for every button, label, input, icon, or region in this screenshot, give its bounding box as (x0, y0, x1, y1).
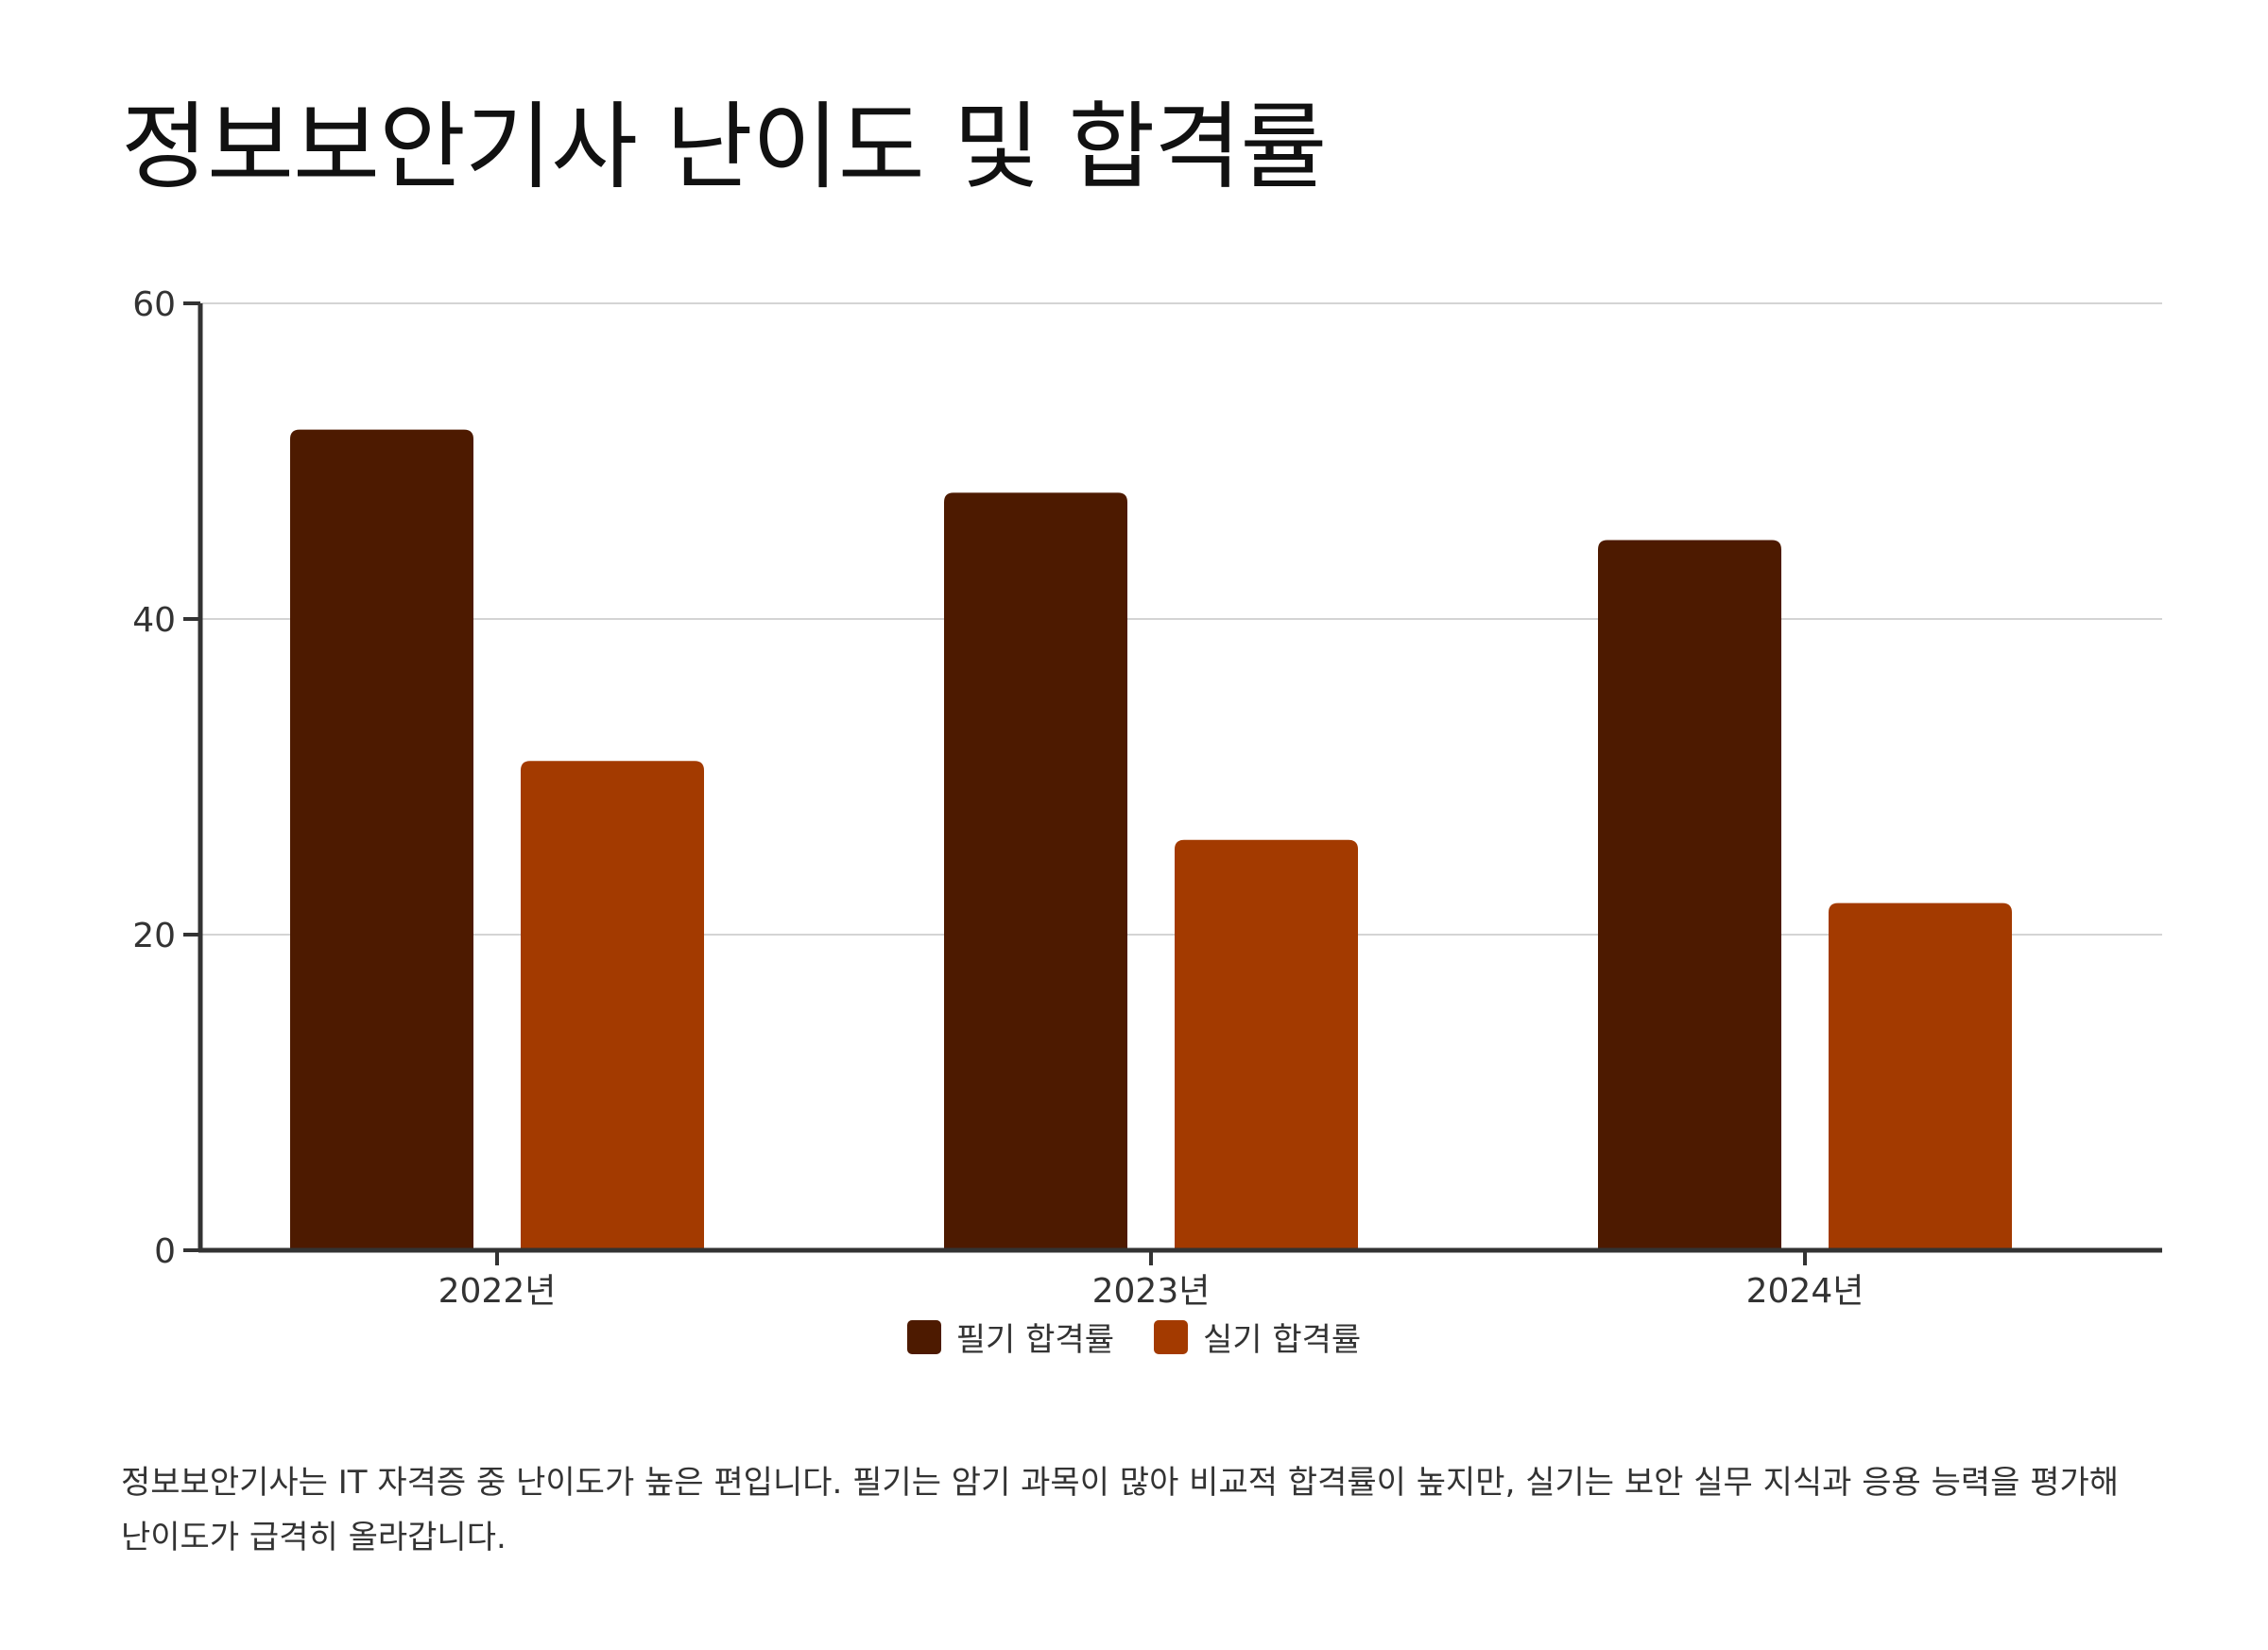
bar-written-3 (1598, 540, 1781, 1250)
y-tick-label: 20 (132, 917, 176, 955)
legend: 필기 합격률 실기 합격률 (0, 1314, 2268, 1360)
bar-practical-3 (1829, 902, 2012, 1250)
bar-written-1 (290, 429, 473, 1251)
y-tick-label: 0 (154, 1232, 176, 1271)
gridlines (200, 302, 2162, 936)
legend-swatch-written (906, 1319, 941, 1354)
x-axis-ticks: 2022년 2023년 2024년 (438, 1250, 1864, 1311)
x-tick-label: 2022년 (438, 1272, 557, 1311)
legend-item-written[interactable]: 필기 합격률 (906, 1314, 1114, 1360)
y-tick-label: 40 (132, 601, 176, 640)
legend-label-practical: 실기 합격률 (1203, 1321, 1362, 1359)
x-tick-label: 2023년 (1092, 1272, 1211, 1311)
page-title: 정보보안기사 난이도 및 합격률 (121, 92, 1327, 202)
bar-practical-1 (521, 761, 704, 1250)
bars (290, 429, 2012, 1251)
bar-written-2 (944, 492, 1127, 1250)
bar-chart: 0 20 40 60 2022년 2023년 2024년 (132, 285, 2162, 1311)
y-axis-ticks: 0 20 40 60 (132, 285, 200, 1271)
chart-description: 정보보안기사는 IT 자격증 중 난이도가 높은 편입니다. 필기는 암기 과목… (121, 1464, 2120, 1556)
bar-practical-2 (1175, 839, 1358, 1250)
legend-swatch-practical (1154, 1319, 1188, 1354)
x-tick-label: 2024년 (1746, 1272, 1864, 1311)
y-tick-label: 60 (132, 285, 176, 324)
legend-item-practical[interactable]: 실기 합격률 (1154, 1314, 1361, 1360)
legend-label-written: 필기 합격률 (955, 1321, 1114, 1359)
